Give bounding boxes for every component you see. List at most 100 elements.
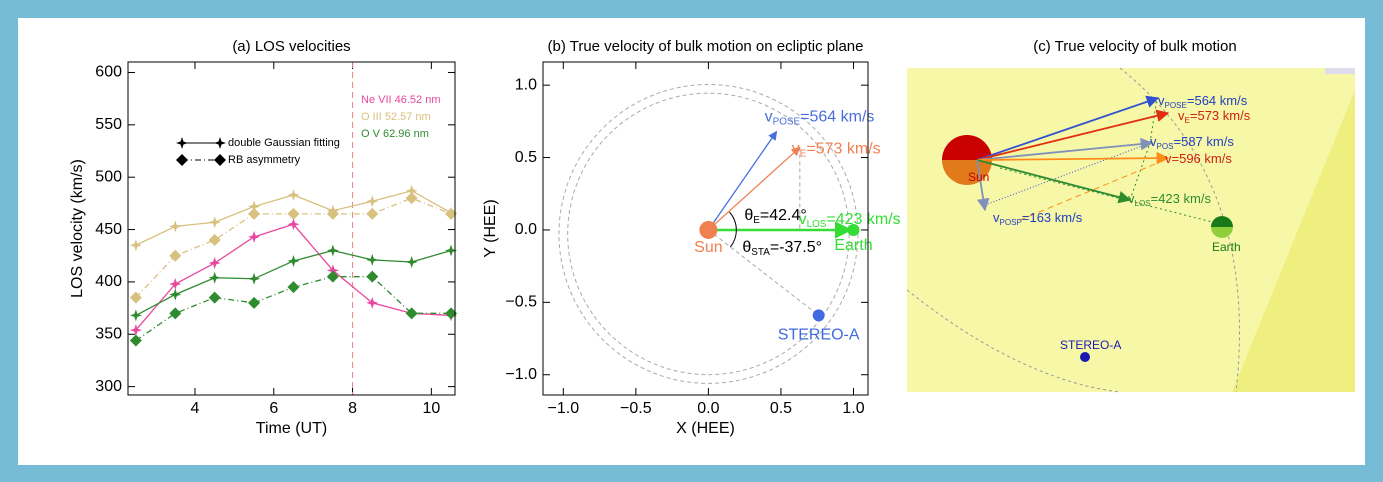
legend-marker [214, 154, 226, 166]
body-point [847, 223, 860, 236]
vector-label: vE=573 km/s [1178, 108, 1251, 125]
diamond-marker [287, 207, 300, 220]
star-marker [405, 184, 418, 197]
velocity-arrow [976, 137, 1154, 161]
series-label: O V 62.96 nm [361, 128, 429, 140]
label-subscript: POS [1157, 142, 1174, 151]
y-tick-label: −1.0 [505, 366, 537, 383]
star-marker [326, 244, 339, 257]
diamond-marker [129, 291, 142, 304]
vector-label: vPOS=587 km/s [1150, 134, 1234, 151]
diamond-marker [169, 307, 182, 320]
velocity-arrow [976, 159, 990, 212]
diamond-marker [366, 270, 379, 283]
angle-label: θSTA=-37.5° [742, 239, 822, 257]
panel-title: (c) True velocity of bulk motion [1033, 38, 1236, 55]
angle-label: θE=42.4° [744, 207, 806, 225]
x-tick-label: −0.5 [620, 400, 652, 417]
star-marker [326, 264, 339, 277]
star-marker [208, 257, 221, 270]
label-text: =-37.5° [770, 239, 822, 256]
vector-label: vLOS=423 km/s [1128, 191, 1211, 208]
y-tick-label: 1.0 [515, 76, 537, 93]
y-tick-label: 600 [95, 64, 122, 81]
vector-label: vE=573 km/s [792, 141, 881, 159]
label-symbol: v [1150, 134, 1157, 149]
label-text: =163 km/s [1022, 210, 1083, 225]
star-marker [169, 288, 182, 301]
series-label: O III 52.57 nm [361, 111, 431, 123]
guide-line [708, 229, 819, 316]
diamond-marker [326, 207, 339, 220]
star-marker [248, 200, 261, 213]
star-marker [248, 230, 261, 243]
legend-marker [214, 137, 226, 149]
label-text: =587 km/s [1174, 134, 1235, 149]
y-axis-label: LOS velocity (km/s) [69, 159, 86, 298]
x-axis-label: Time (UT) [256, 420, 327, 437]
label-symbol: v [792, 141, 800, 158]
diamond-marker [248, 207, 261, 220]
y-tick-label: 550 [95, 116, 122, 133]
legend-marker [176, 137, 188, 149]
label-subscript: E [1185, 116, 1191, 125]
y-tick-label: 0.5 [515, 149, 537, 166]
field-of-view [1232, 90, 1355, 392]
label-text: =564 km/s [1187, 93, 1248, 108]
label-subscript: LOS [1135, 199, 1151, 208]
label-text: =42.4° [760, 207, 807, 224]
star-marker [287, 188, 300, 201]
star-marker [405, 256, 418, 269]
body-point [699, 220, 718, 239]
label-symbol: v [993, 210, 1000, 225]
star-marker [366, 195, 379, 208]
legend-label: RB asymmetry [228, 154, 301, 166]
body-label: Sun [694, 239, 722, 256]
y-tick-label: 0.0 [515, 221, 537, 238]
label-symbol: v [1128, 191, 1135, 206]
diamond-marker [405, 192, 418, 205]
diamond-marker [248, 296, 261, 309]
x-tick-label: 10 [422, 400, 440, 417]
label-symbol: θ [742, 239, 751, 256]
body-label: STEREO-A [778, 327, 860, 344]
vector-label: vLOS=423 km/s [799, 211, 901, 229]
label-text: =573 km/s [1190, 108, 1251, 123]
star-marker [169, 220, 182, 233]
vector-label: vPOSE=564 km/s [1158, 93, 1248, 110]
label-subscript: POSP [1000, 218, 1022, 227]
diamond-marker [129, 334, 142, 347]
vector-label: vPOSE=564 km/s [765, 109, 875, 127]
star-marker [248, 272, 261, 285]
y-tick-label: 450 [95, 221, 122, 238]
star-marker [366, 253, 379, 266]
chart-title: (a) LOS velocities [232, 38, 350, 55]
x-tick-label: −1.0 [548, 400, 580, 417]
stereo-a [1080, 352, 1090, 362]
star-marker [287, 254, 300, 267]
label-subscript: POSE [1165, 101, 1188, 110]
label-subscript: POSE [773, 116, 801, 127]
label-text: =564 km/s [800, 109, 874, 126]
y-tick-label: 300 [95, 378, 122, 395]
earth-top [1211, 216, 1233, 227]
diamond-marker [445, 207, 458, 220]
label-symbol: v [765, 109, 773, 126]
star-marker [169, 278, 182, 290]
scene-corner [1325, 68, 1355, 74]
vector-label: vPOSP=163 km/s [993, 210, 1083, 227]
body-label: Sun [968, 170, 989, 184]
body-point [812, 309, 825, 322]
label-subscript: STA [751, 247, 770, 258]
diamond-marker [405, 307, 418, 320]
plot-frame [542, 61, 869, 396]
label-subscript: E [753, 215, 760, 226]
plot-frame [127, 61, 456, 396]
label-symbol: v [1165, 151, 1172, 166]
star-marker [366, 296, 379, 309]
label-symbol: θ [744, 207, 753, 224]
label-symbol: v [799, 211, 807, 228]
series-label: Ne VII 46.52 nm [361, 94, 441, 106]
